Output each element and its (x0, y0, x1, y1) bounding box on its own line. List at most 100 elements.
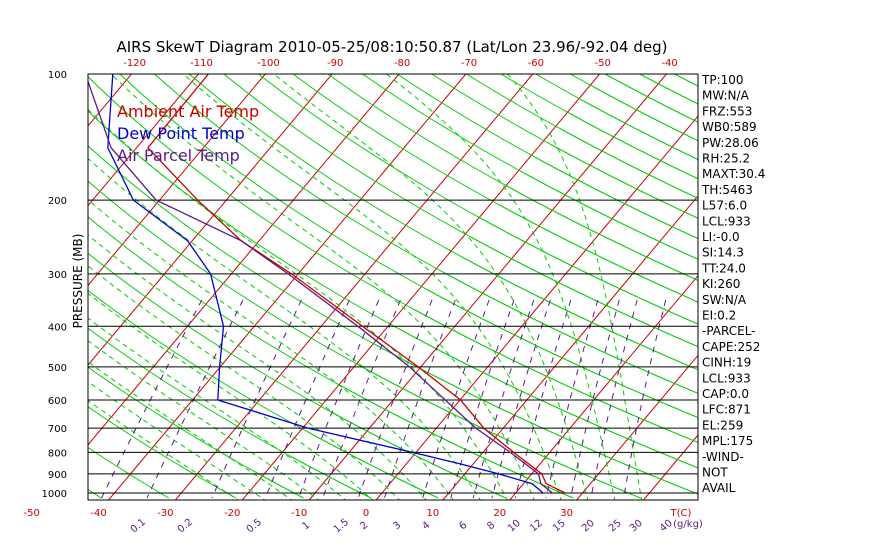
index-value: -WIND- (702, 450, 744, 464)
mixing-ratio-line (264, 299, 350, 499)
moist-adiabat-line (386, 74, 616, 500)
isotherm-line (88, 74, 199, 207)
index-value: CAPE:252 (702, 340, 760, 354)
y-axis-label: PRESSURE (MB) (71, 234, 85, 329)
top-temp-tick-label: -50 (595, 58, 611, 69)
index-value: TH:5463 (701, 183, 753, 197)
dry-adiabat-line (88, 145, 698, 495)
pressure-tick-label: 400 (48, 322, 67, 333)
index-value: CINH:19 (702, 356, 751, 370)
isotherm-line (88, 74, 132, 127)
legend-entry: Dew Point Temp (117, 124, 245, 143)
moist-adiabat-line (88, 234, 428, 500)
dry-adiabat-line (88, 327, 372, 499)
dry-adiabat-line (778, 74, 870, 498)
sounding-series (88, 74, 566, 494)
dry-adiabat-line (88, 180, 641, 499)
isotherm-line (88, 74, 333, 366)
dry-adiabat-line (88, 366, 304, 499)
dry-adiabat-line (88, 252, 506, 499)
legend: Ambient Air Temp Dew Point Temp Air Parcel… (117, 102, 259, 165)
index-value: EL:259 (702, 418, 743, 432)
dry-adiabat-line (744, 74, 870, 498)
bottom-temp-tick-label: 0 (363, 508, 369, 519)
dry-adiabat-lines (0, 74, 870, 499)
moist-adiabat-line (273, 74, 589, 500)
dry-adiabat-line (431, 74, 698, 219)
mixing-ratio-label: 15 (551, 518, 568, 535)
bottom-temp-tick-label: -50 (23, 508, 39, 519)
dry-adiabat-line (292, 74, 698, 303)
dry-adiabat-line (466, 74, 698, 199)
moist-adiabat-line (182, 74, 562, 500)
index-value: L57:6.0 (702, 199, 747, 213)
dry-adiabat-line (188, 74, 698, 371)
dry-adiabat-line (88, 406, 237, 499)
top-temp-tick-label: -90 (327, 58, 343, 69)
mixing-ratio-line (545, 299, 599, 499)
dry-adiabat-line (848, 74, 870, 498)
mixing-ratio-line (211, 299, 302, 499)
dry-adiabat-line (362, 74, 698, 260)
index-value: LI:-0.0 (702, 230, 740, 244)
dry-adiabat-line (0, 74, 34, 498)
index-value: TT:24.0 (701, 261, 746, 275)
pressure-tick-label: 1000 (42, 489, 67, 500)
bottom-temp-tick-label: 30 (560, 508, 573, 519)
top-temp-tick-label: -100 (257, 58, 280, 69)
bottom-temp-unit: T(C) (670, 508, 692, 519)
index-value: SW:N/A (702, 293, 747, 307)
top-temp-tick-label: -120 (123, 58, 146, 69)
isobar-lines (88, 74, 698, 494)
mixing-ratio-labels: 0.1 0.2 0.5 1 1.5 2 3 4 6 8 10 12 15 20 25 30 40(g/kg) (129, 517, 703, 536)
moist-adiabat-line (507, 74, 643, 500)
bottom-temp-tick-label: -20 (224, 508, 240, 519)
mixing-ratio-line (514, 299, 572, 499)
isotherm-line (88, 74, 400, 446)
mixing-ratio-unit: (g/kg) (673, 519, 703, 530)
moist-adiabat-line (88, 265, 401, 500)
mixing-ratio-line (101, 299, 203, 499)
moist-adiabat-line (88, 199, 455, 500)
mixing-ratio-line (472, 299, 535, 499)
index-value: EI:0.2 (702, 309, 736, 323)
isotherm-line (509, 274, 698, 500)
index-value: CAP:0.0 (702, 387, 749, 401)
mixing-ratio-label: 0.5 (245, 517, 264, 536)
index-value: KI:260 (702, 277, 740, 291)
top-temp-tick-label: -70 (461, 58, 477, 69)
index-value: RH:25.2 (702, 152, 750, 166)
dry-adiabat-line (535, 74, 698, 161)
index-value: MW:N/A (702, 89, 750, 103)
top-temp-tick-label: -60 (528, 58, 544, 69)
legend-entry: Ambient Air Temp (117, 102, 259, 121)
mixing-ratio-label: 1 (300, 520, 312, 533)
pressure-tick-label: 700 (48, 424, 67, 435)
pressure-tick-label: 600 (48, 396, 67, 407)
plot-area (0, 74, 870, 500)
pressure-tick-label: 100 (48, 70, 67, 81)
top-temperature-ticks: -120 -110 -100 -90 -80 -70 -60 -50 -40 (123, 58, 677, 69)
mixing-ratio-line (357, 299, 433, 499)
bottom-temperature-ticks: -50 -40 -30 -20 -10 0 10 20 30 T(C) (23, 508, 691, 519)
isotherm-line (241, 74, 600, 500)
mixing-ratio-line (590, 299, 638, 499)
isotherm-line (442, 195, 698, 500)
mixing-ratio-label: 20 (580, 518, 597, 535)
mixing-ratio-line (491, 299, 551, 499)
mixing-ratio-label: 8 (485, 520, 497, 533)
bottom-temp-tick-label: 10 (427, 508, 440, 519)
mixing-ratio-line (146, 299, 244, 499)
isotherm-line (108, 74, 467, 500)
moist-adiabat-line (88, 381, 266, 500)
mixing-ratio-label: 30 (628, 518, 645, 535)
isotherm-line (777, 74, 870, 500)
dry-adiabat-line (88, 110, 698, 469)
mixing-ratio-label: 0.2 (176, 517, 195, 536)
bottom-temp-tick-label: -40 (90, 508, 106, 519)
mixing-ratio-label: 12 (528, 518, 545, 535)
top-temp-tick-label: -110 (190, 58, 213, 69)
bottom-temp-tick-label: -10 (291, 508, 307, 519)
plot-frame (87, 73, 699, 501)
